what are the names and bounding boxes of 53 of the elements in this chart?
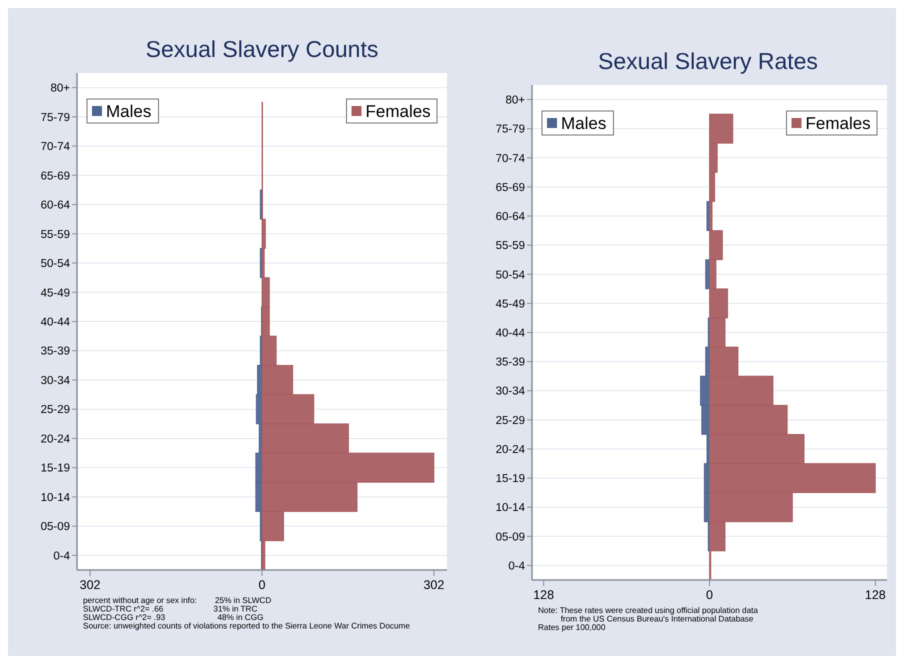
y-tick-label: 05-09 [496,531,525,544]
x-tick-label: 302 [423,578,444,592]
y-tick-label: 75-79 [40,112,70,124]
chart-title: Sexual Slavery Rates [598,48,818,74]
y-tick-label: 80+ [505,94,526,107]
x-tick-label: 302 [80,578,101,592]
y-tick-label: 50-54 [496,269,526,282]
y-tick-label: 35-39 [40,346,70,358]
y-tick-label: 30-34 [40,374,71,387]
y-tick-label: 80+ [50,82,70,95]
y-tick-label: 10-14 [496,502,526,514]
text: percent without age or sex info: 25% in SLWCD [83,596,272,605]
y-tick-label: 60-64 [496,211,526,224]
legend-label: Females [366,102,431,121]
y-tick-label: 10-14 [40,492,71,504]
source-note: Source: unweighted counts of violations reported to the Sierra Leone War Crimes Docume [83,622,410,630]
y-tick-label: 30-34 [496,386,526,398]
y-tick-label: 40-44 [496,328,526,340]
y-tick-label: 70-74 [496,152,526,165]
y-tick-label: 65-69 [40,170,70,182]
y-tick-label: 55-59 [496,240,525,252]
y-tick-label: 60-64 [40,200,71,212]
y-tick-label: 0-4 [53,550,71,562]
x-tick-label: 0 [258,578,266,592]
chart-title: Sexual Slavery Counts [146,36,378,62]
legend-label: Males [561,114,606,133]
legend-label: Males [106,102,152,121]
y-tick-label: 65-69 [496,182,525,194]
y-tick-label: 25-29 [40,404,70,416]
y-tick-label: 45-49 [496,298,525,310]
y-tick-label: 55-59 [40,228,70,241]
y-tick-label: 50-54 [40,258,71,270]
y-tick-label: 45-49 [40,287,70,300]
y-tick-label: 05-09 [40,521,70,534]
y-tick-label: 20-24 [40,433,71,446]
text: from the US Census Bureau's International Database [538,614,754,624]
text: SLWCD-TRC r^2= .66 31% in TRC [83,604,258,614]
y-tick-label: 35-39 [496,356,525,369]
y-tick-label: 15-19 [496,473,525,486]
text: Note: These rates were created using official population data [538,606,758,615]
text: Rates per 100,000 [538,623,606,632]
x-tick-label: 0 [706,588,714,602]
x-tick-label: 128 [864,588,886,602]
y-tick-label: 75-79 [496,124,525,136]
y-tick-label: 15-19 [40,462,70,475]
text: SLWCD-CGG r^2= .93 48% in CGG [83,613,264,622]
y-tick-label: 40-44 [40,316,71,328]
legend-label: Females [806,114,871,133]
x-tick-label: 128 [533,588,554,602]
y-tick-label: 0-4 [508,560,526,572]
y-tick-label: 25-29 [496,414,525,427]
y-tick-label: 20-24 [496,444,526,456]
y-tick-label: 70-74 [40,141,71,154]
